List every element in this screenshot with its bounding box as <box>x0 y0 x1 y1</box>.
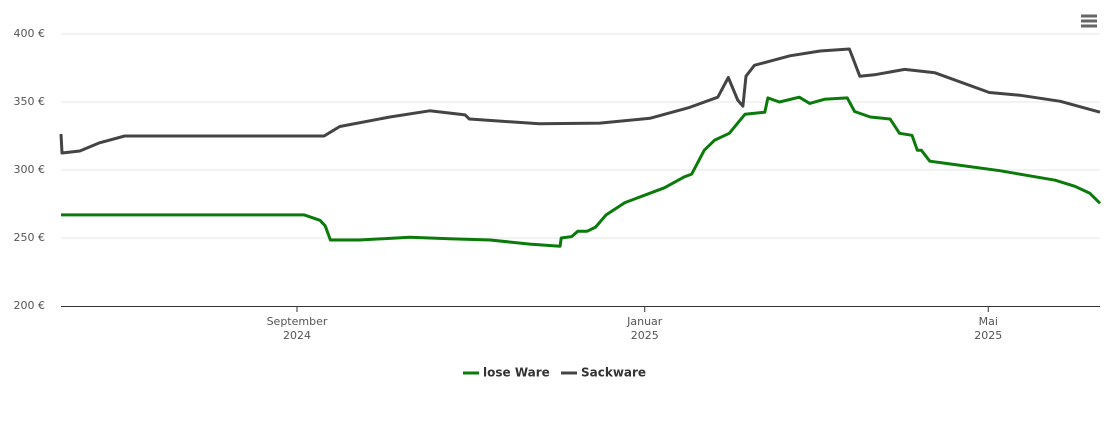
series-line <box>61 95 1102 248</box>
y-tick-label: 350 € <box>14 95 46 108</box>
x-tick-label: Januar 2025 <box>626 315 663 342</box>
legend-item[interactable]: lose Ware <box>463 366 550 380</box>
y-tick-label: 200 € <box>14 299 46 312</box>
x-tick-label-line: September <box>267 315 328 328</box>
legend-item[interactable]: Sackware <box>561 366 646 380</box>
legend-label: Sackware <box>581 366 646 380</box>
x-tick-label-line: 2025 <box>631 329 659 342</box>
x-tick-label-line: Januar <box>626 315 663 328</box>
legend-label: lose Ware <box>483 366 550 380</box>
y-tick-label: 300 € <box>14 163 46 176</box>
x-tick-label-line: Mai <box>979 315 998 328</box>
x-tick-label-line: 2024 <box>283 329 311 342</box>
y-tick-label: 250 € <box>14 231 46 244</box>
x-tick-label: September 2024 <box>267 315 328 342</box>
x-tick-label: Mai 2025 <box>974 315 1002 342</box>
y-tick-label: 400 € <box>14 27 46 40</box>
series-line <box>59 47 1101 155</box>
x-tick-label-line: 2025 <box>974 329 1002 342</box>
menu-button[interactable] <box>1078 12 1100 32</box>
